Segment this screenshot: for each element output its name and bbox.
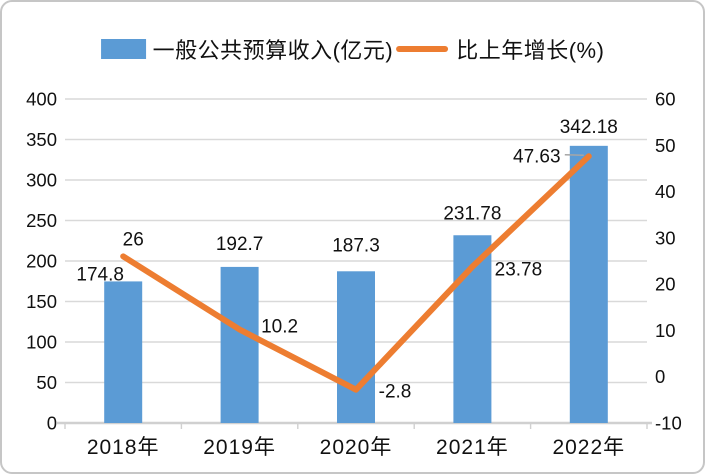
y-axis-right-tick-label: 10 bbox=[655, 320, 676, 341]
y-axis-left-tick-label: 400 bbox=[26, 89, 57, 110]
y-axis-right-tick-label: 20 bbox=[655, 274, 676, 295]
bar-2018年 bbox=[104, 281, 143, 423]
y-axis-right-tick-label: 30 bbox=[655, 227, 676, 248]
bar-data-label: 231.78 bbox=[443, 203, 501, 224]
y-axis-right-tick-label: 60 bbox=[655, 89, 676, 110]
x-axis-label: 2020年 bbox=[320, 436, 393, 459]
legend-series2-label: 比上年增长(%) bbox=[456, 38, 605, 63]
y-axis-left-tick-label: 150 bbox=[26, 291, 57, 312]
y-axis-left-tick-label: 100 bbox=[26, 332, 57, 353]
bar-2020年 bbox=[337, 271, 375, 423]
legend-line-swatch-icon bbox=[396, 46, 449, 52]
y-axis-left-tick-label: 0 bbox=[47, 413, 57, 434]
line-data-label: 10.2 bbox=[261, 317, 298, 338]
legend-bar-swatch-icon bbox=[100, 39, 146, 59]
y-axis-right-tick-label: 50 bbox=[655, 135, 676, 156]
y-axis-left-tick-label: 200 bbox=[26, 251, 57, 272]
x-axis-label: 2018年 bbox=[87, 436, 160, 459]
x-axis-label: 2021年 bbox=[436, 436, 509, 459]
bar-2019年 bbox=[220, 266, 259, 423]
bar-2022年 bbox=[569, 145, 608, 423]
x-axis-label: 2022年 bbox=[552, 436, 625, 459]
bar-data-label: 342.18 bbox=[560, 117, 618, 138]
x-axis-label: 2019年 bbox=[203, 436, 276, 459]
bar-data-label: 192.7 bbox=[216, 234, 264, 255]
legend-series1-label: 一般公共预算收入(亿元) bbox=[152, 38, 394, 63]
bar-data-label: 187.3 bbox=[332, 235, 380, 256]
line-data-label: -2.8 bbox=[379, 382, 412, 403]
line-data-label: 23.78 bbox=[495, 260, 543, 281]
y-axis-left-tick-label: 300 bbox=[26, 170, 57, 191]
legend: 一般公共预算收入(亿元) 比上年增长(%) bbox=[100, 33, 605, 65]
growth-line bbox=[120, 153, 592, 393]
bar-data-label: 174.8 bbox=[76, 264, 124, 285]
line-data-label: 47.63 bbox=[513, 146, 561, 167]
y-axis-left-tick-label: 50 bbox=[36, 372, 57, 393]
y-axis-left-tick-label: 350 bbox=[26, 129, 57, 150]
label-leader-line bbox=[564, 153, 584, 157]
line-data-label: 26 bbox=[123, 229, 144, 250]
y-axis-right-tick-label: 0 bbox=[655, 366, 665, 387]
y-axis-right-tick-label: 40 bbox=[655, 181, 676, 202]
y-axis-left-tick-label: 250 bbox=[26, 210, 57, 231]
y-axis-right-tick-label: -10 bbox=[655, 413, 682, 434]
